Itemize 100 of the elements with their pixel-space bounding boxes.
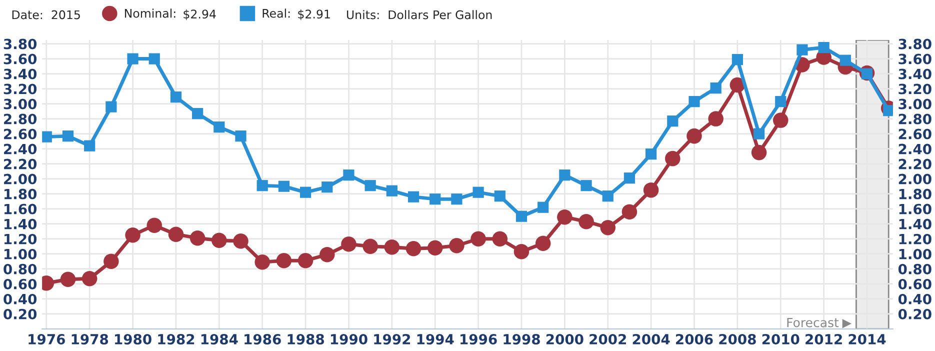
point	[427, 240, 443, 256]
point	[514, 244, 530, 260]
y-tick-label: 1.00	[4, 248, 37, 260]
x-tick-label: 2008	[719, 334, 756, 344]
x-tick-label: 2000	[546, 334, 584, 344]
y-tick-label: 2.40	[4, 144, 37, 154]
point	[667, 115, 678, 127]
y-tick-label: 0.60	[4, 278, 37, 290]
point	[386, 185, 398, 196]
point	[168, 226, 184, 242]
x-tick-label: 1978	[72, 334, 108, 344]
y2-tick-label: 2.00	[898, 174, 932, 184]
y2-tick-label: 0.80	[898, 264, 932, 274]
point	[104, 254, 119, 269]
point	[406, 240, 422, 256]
point	[256, 180, 268, 192]
point	[276, 252, 292, 268]
y2-tick-label: 1.20	[899, 234, 932, 244]
y2-tick-label: 3.80	[898, 38, 932, 50]
point	[492, 231, 508, 246]
point	[60, 272, 76, 288]
point	[624, 172, 636, 184]
point	[600, 220, 616, 236]
y-tick-label: 3.40	[4, 68, 37, 80]
point	[688, 96, 700, 108]
x-tick-label: 1980	[115, 334, 152, 344]
legend-label: Nominal:	[124, 8, 176, 18]
y2-tick-label: 3.00	[898, 98, 932, 110]
y2-tick-label: 3.40	[898, 68, 932, 80]
point	[710, 82, 722, 94]
point	[516, 210, 528, 222]
point	[772, 112, 788, 128]
point	[840, 54, 851, 66]
y-tick-label: 2.00	[4, 174, 37, 184]
y2-tick-label: 1.60	[899, 204, 932, 214]
y-tick-label: 2.20	[4, 158, 37, 170]
point	[146, 218, 162, 233]
point	[278, 180, 290, 192]
point	[364, 180, 376, 192]
y2-tick-label: 2.40	[898, 144, 932, 154]
point	[753, 128, 765, 140]
point	[384, 239, 400, 255]
y2-tick-label: 2.60	[898, 128, 932, 140]
y-tick-label: 0.20	[4, 308, 37, 320]
y2-tick-label: 1.40	[899, 218, 932, 230]
point	[665, 150, 680, 166]
point	[254, 254, 270, 270]
point	[646, 148, 657, 160]
point	[84, 140, 96, 152]
point	[62, 130, 74, 142]
point	[127, 53, 138, 64]
y-tick-label: 0.40	[4, 294, 37, 304]
point	[686, 128, 702, 144]
x-tick-label: 2010	[762, 334, 800, 344]
x-tick-label: 1976	[28, 334, 65, 344]
point	[775, 96, 786, 108]
point	[233, 233, 248, 249]
y-tick-label: 2.60	[4, 128, 37, 140]
point	[559, 170, 570, 181]
point	[818, 42, 830, 54]
text: $2.91	[298, 9, 330, 20]
y2-tick-label: 0.40	[898, 294, 932, 304]
y-tick-label: 1.60	[4, 204, 37, 214]
point	[578, 214, 594, 230]
x-tick-label: 1990	[330, 334, 368, 344]
point	[235, 130, 246, 142]
point	[535, 236, 551, 251]
y2-tick-label: 3.20	[898, 84, 932, 94]
point	[494, 190, 506, 202]
point	[300, 186, 312, 198]
x-tick-label: 2012	[806, 334, 842, 344]
x-tick-label: 1988	[288, 334, 324, 344]
point	[343, 170, 354, 181]
point	[298, 252, 314, 268]
y2-tick-label: 2.20	[898, 158, 932, 170]
point	[362, 238, 378, 254]
y2-tick-label: 0.60	[898, 278, 932, 290]
point	[341, 236, 356, 252]
text: Units: Dollars Per Gallon	[346, 10, 492, 20]
y2-tick-label: 0.20	[898, 308, 932, 320]
point	[708, 111, 724, 126]
point	[643, 182, 659, 198]
x-tick-label: 1984	[201, 334, 238, 344]
text: Date: 2015	[12, 10, 80, 20]
point	[622, 204, 638, 220]
point	[170, 91, 182, 103]
point	[557, 209, 572, 225]
text: $2.94	[184, 9, 216, 20]
x-tick-label: 1986	[244, 334, 281, 344]
y2-tick-label: 3.60	[898, 54, 932, 64]
band-label: Forecast	[787, 318, 839, 328]
point	[82, 270, 98, 286]
y-tick-label: 3.20	[4, 84, 37, 94]
point	[732, 54, 743, 66]
point	[214, 121, 225, 133]
point	[472, 186, 484, 198]
point	[449, 238, 464, 254]
x-tick-label: 2014	[848, 334, 886, 344]
point	[602, 190, 614, 202]
point	[430, 194, 441, 205]
